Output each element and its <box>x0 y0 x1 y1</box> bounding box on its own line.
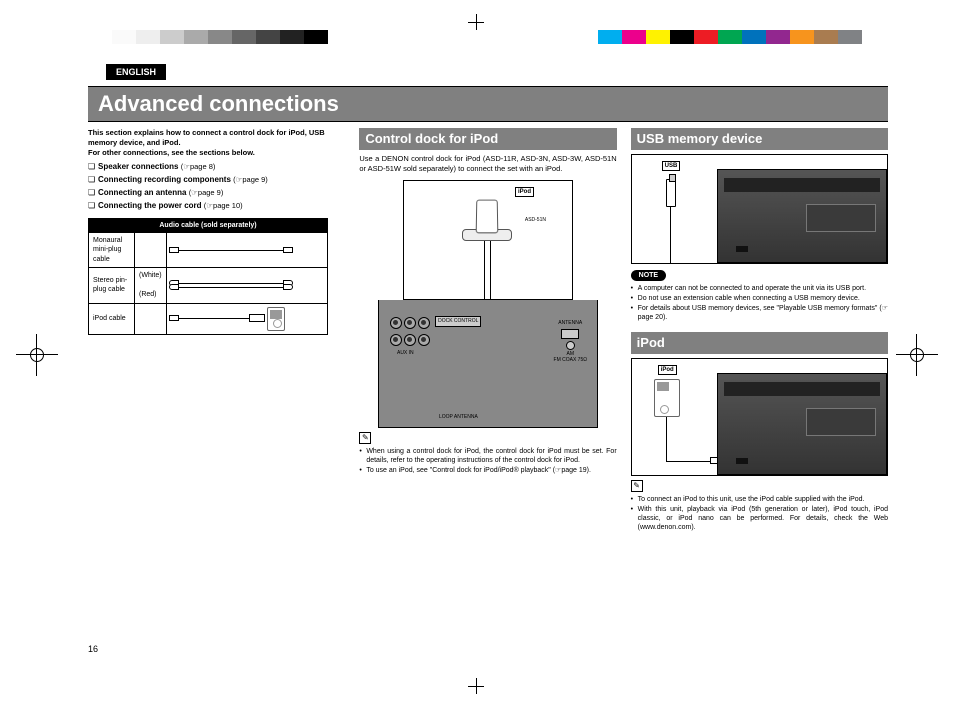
column-left: This section explains how to connect a c… <box>88 128 345 533</box>
label-ipod-2: iPod <box>658 365 677 375</box>
note-pill: NOTE <box>631 270 666 281</box>
section-link: Connecting the power cord (☞page 10) <box>88 201 345 212</box>
usb-notes: A computer can not be connected to and o… <box>631 284 888 322</box>
registration-mark-left <box>22 340 52 370</box>
page-title-band: Advanced connections <box>88 86 888 122</box>
cable-row3-label: iPod cable <box>89 303 135 334</box>
label-dock-control: DOCK CONTROL <box>435 316 481 327</box>
page-title: Advanced connections <box>88 86 888 122</box>
label-loop: LOOP ANTENNA <box>439 414 478 421</box>
note-icon: ✎ <box>359 432 371 444</box>
center-intro: Use a DENON control dock for iPod (ASD-1… <box>359 154 616 174</box>
cable-red-label: (Red) <box>139 291 157 298</box>
cable-row1-label: Monaural mini-plug cable <box>89 233 135 268</box>
grayscale-calibration-bar <box>88 30 328 44</box>
note-item: A computer can not be connected to and o… <box>631 284 888 293</box>
audio-cable-table: Audio cable (sold separately) Monaural m… <box>88 218 328 335</box>
note-item: With this unit, playback via iPod (5th g… <box>631 505 888 532</box>
illustration-ipod: iPod <box>631 358 888 476</box>
cable-table-header: Audio cable (sold separately) <box>89 218 328 232</box>
section-link-list: Speaker connections (☞page 8) Connecting … <box>88 162 345 211</box>
label-ipod: iPod <box>515 187 534 197</box>
ipod-icon <box>267 307 285 331</box>
heading-usb: USB memory device <box>631 128 888 150</box>
center-notes: When using a control dock for iPod, the … <box>359 447 616 475</box>
label-model: ASD-51N <box>525 217 546 224</box>
intro-bold: This section explains how to connect a c… <box>88 128 325 147</box>
note-item: To connect an iPod to this unit, use the… <box>631 495 888 504</box>
note-icon: ✎ <box>631 480 643 492</box>
note-item: Do not use an extension cable when conne… <box>631 294 888 303</box>
color-calibration-bar <box>598 30 886 44</box>
illustration-back-panel: DOCK CONTROL ANTENNA AM FM COAX 75Ω AUX … <box>378 300 598 428</box>
heading-ipod: iPod <box>631 332 888 354</box>
cable-white-label: (White) <box>139 272 162 279</box>
language-tab: ENGLISH <box>106 64 166 80</box>
illustration-usb: USB <box>631 154 888 264</box>
crop-mark-bottom <box>476 678 477 694</box>
label-fm: FM COAX 75Ω <box>554 357 587 364</box>
registration-mark-right <box>902 340 932 370</box>
label-aux: AUX IN <box>397 350 414 357</box>
label-antenna: ANTENNA <box>554 320 587 327</box>
ipod-notes: To connect an iPod to this unit, use the… <box>631 495 888 532</box>
label-usb: USB <box>662 161 681 171</box>
page-content: ENGLISH Advanced connections This sectio… <box>88 62 888 652</box>
page-number: 16 <box>88 644 98 654</box>
note-item: To use an iPod, see "Control dock for iP… <box>359 466 616 475</box>
note-item: For details about USB memory devices, se… <box>631 304 888 322</box>
column-right: USB memory device USB NOTE A computer ca… <box>631 128 888 533</box>
intro-rest: For other connections, see the sections … <box>88 148 255 157</box>
cable-row2-label: Stereo pin-plug cable <box>89 268 135 303</box>
usb-stick-icon <box>666 179 676 207</box>
label-am: AM <box>554 351 587 358</box>
ipod-device-icon <box>654 379 680 417</box>
column-center: Control dock for iPod Use a DENON contro… <box>359 128 616 533</box>
section-link: Speaker connections (☞page 8) <box>88 162 345 173</box>
heading-control-dock: Control dock for iPod <box>359 128 616 150</box>
section-link: Connecting recording components (☞page 9… <box>88 175 345 186</box>
note-item: When using a control dock for iPod, the … <box>359 447 616 465</box>
crop-mark-top <box>476 14 477 30</box>
illustration-dock: iPod ASD-51N <box>403 180 573 300</box>
section-link: Connecting an antenna (☞page 9) <box>88 188 345 199</box>
